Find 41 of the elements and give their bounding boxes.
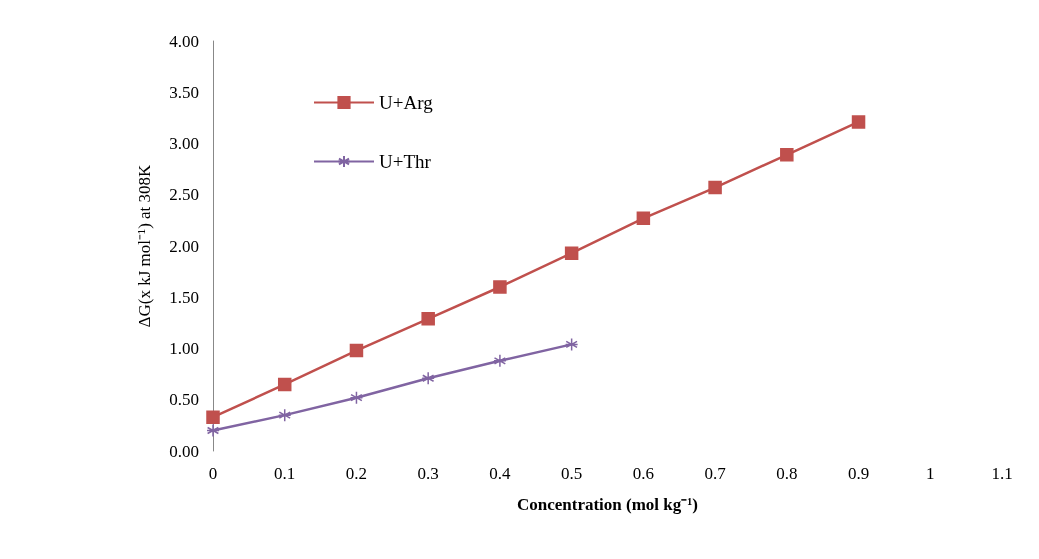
y-tick-label: 3.50 [169, 82, 199, 102]
point [421, 371, 435, 385]
x-tick-label: 0.8 [776, 464, 798, 483]
x-tick-label: 0.9 [847, 464, 870, 483]
x-tick-label: 0.6 [632, 464, 654, 483]
x-tick-label: 1 [926, 464, 935, 483]
point [564, 246, 579, 260]
point [493, 280, 507, 294]
y-tick-label: 1.00 [169, 339, 199, 358]
point [277, 377, 292, 392]
point [349, 343, 364, 358]
y-tick-label: 1.50 [169, 287, 199, 307]
point [421, 312, 435, 326]
point [564, 337, 579, 352]
legend-label: U+Thr [379, 151, 432, 172]
point [206, 423, 220, 438]
x-tick-label: 0.4 [489, 464, 512, 483]
y-axis-title: ΔG(x kJ mol⁻¹) at 308K [135, 163, 154, 328]
point [851, 115, 866, 129]
point [708, 180, 722, 195]
y-tick-label: 2.50 [169, 185, 199, 205]
point [493, 354, 507, 368]
y-tick-label: 0.00 [169, 441, 199, 461]
x-tick-label: 0.3 [417, 464, 439, 483]
point [780, 148, 794, 162]
x-tick-label: 0.7 [704, 464, 727, 483]
y-tick-label: 3.00 [169, 134, 199, 153]
x-tick-label: 0.5 [561, 464, 583, 483]
point [277, 408, 292, 422]
y-tick-label: 0.50 [169, 390, 199, 410]
x-tick-label: 0.2 [345, 464, 368, 483]
x-tick-label: 0 [208, 464, 218, 483]
x-tick-label: 1.1 [991, 464, 1013, 483]
x-tick-label: 0.1 [274, 464, 296, 483]
legend-label: U+Arg [379, 92, 434, 113]
point [206, 410, 220, 424]
x-axis-title: Concentration (mol kg⁻¹) [516, 495, 699, 514]
y-tick-label: 4.00 [169, 31, 199, 51]
point [636, 211, 651, 226]
y-tick-label: 2.00 [169, 236, 199, 256]
point [349, 390, 364, 405]
